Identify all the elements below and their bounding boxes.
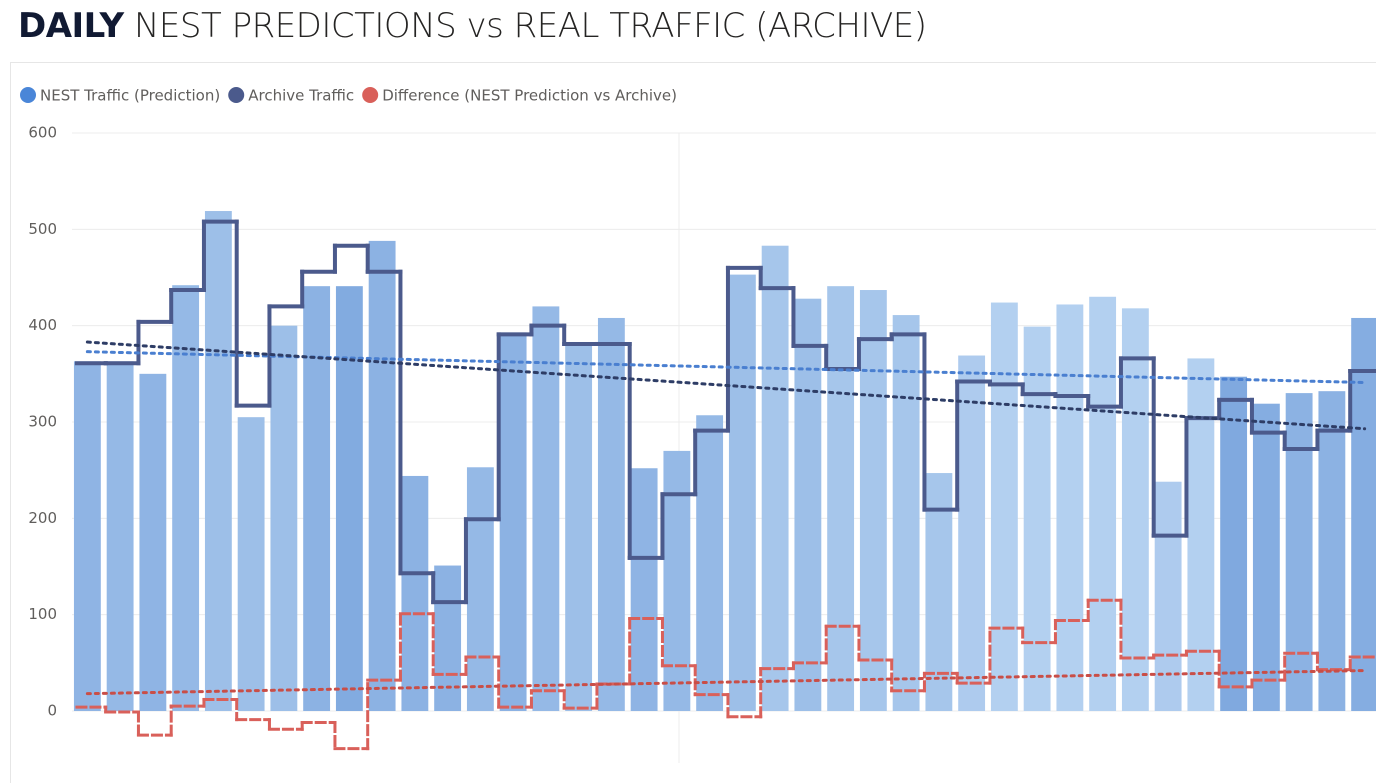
legend-marker: [362, 87, 379, 103]
bar: [204, 211, 232, 711]
bar: [761, 245, 789, 711]
bar: [728, 274, 756, 711]
y-tick-label: 400: [28, 316, 57, 334]
chart: 0 100 200 300 400 500 600 NEST Traffic (Predict…: [20, 87, 1376, 763]
bar: [270, 325, 298, 711]
bar: [401, 475, 429, 711]
legend-label: NEST Traffic (Prediction): [40, 87, 220, 105]
bar: [696, 415, 724, 711]
bar: [630, 468, 658, 711]
y-tick-label: 0: [47, 702, 57, 720]
bar: [827, 286, 855, 711]
bar: [73, 361, 101, 711]
bar: [990, 302, 1018, 711]
bar: [499, 332, 527, 711]
bar: [139, 373, 167, 711]
bar: [1056, 304, 1084, 711]
bar: [368, 240, 396, 712]
bar: [892, 315, 920, 711]
bar: [106, 361, 134, 711]
bar: [1023, 326, 1051, 711]
bar: [1252, 403, 1280, 711]
trend-line: [85, 669, 1367, 696]
bar: [466, 467, 494, 711]
bar: [1154, 481, 1182, 711]
step-line: [74, 219, 1376, 605]
bar: [335, 286, 363, 711]
chart-title: DAILY NEST PREDICTIONS vs REAL TRAFFIC (…: [18, 6, 927, 46]
bar: [434, 565, 462, 711]
bar: [794, 298, 822, 711]
bar: [1121, 308, 1149, 711]
bar: [958, 355, 986, 711]
bar: [1318, 391, 1346, 711]
bar: [1351, 317, 1376, 711]
legend-label: Archive Traffic: [248, 87, 354, 105]
trend-line: [85, 350, 1367, 385]
bar: [1187, 358, 1215, 711]
bar: [925, 473, 953, 711]
y-tick-label: 200: [28, 509, 57, 527]
legend-marker: [20, 87, 36, 103]
page: {"chart_data": { "type": "bar_step", "ti…: [10, 6, 1376, 783]
legend-label: Difference (NEST Prediction vs Archive): [382, 87, 677, 105]
legend-marker: [228, 87, 245, 103]
bar: [663, 450, 691, 711]
bar: [303, 286, 331, 711]
trend-line: [85, 340, 1367, 431]
bar: [172, 285, 200, 711]
bar: [237, 417, 265, 711]
visual-panel: [10, 62, 1376, 783]
title-rest: NEST PREDICTIONS vs REAL TRAFFIC (ARCHIV…: [134, 6, 927, 46]
y-tick-label: 600: [28, 124, 57, 142]
bar: [597, 317, 625, 711]
y-tick-label: 100: [28, 605, 57, 623]
step-line: [75, 598, 1376, 751]
bar: [532, 306, 560, 711]
title-strong: DAILY: [18, 6, 124, 46]
bar: [1089, 296, 1117, 711]
bar: [859, 290, 887, 711]
bar: [1220, 376, 1248, 711]
bar: [565, 344, 593, 711]
y-tick-label: 500: [28, 220, 57, 238]
y-tick-label: 300: [28, 413, 57, 431]
bar: [1285, 393, 1313, 711]
